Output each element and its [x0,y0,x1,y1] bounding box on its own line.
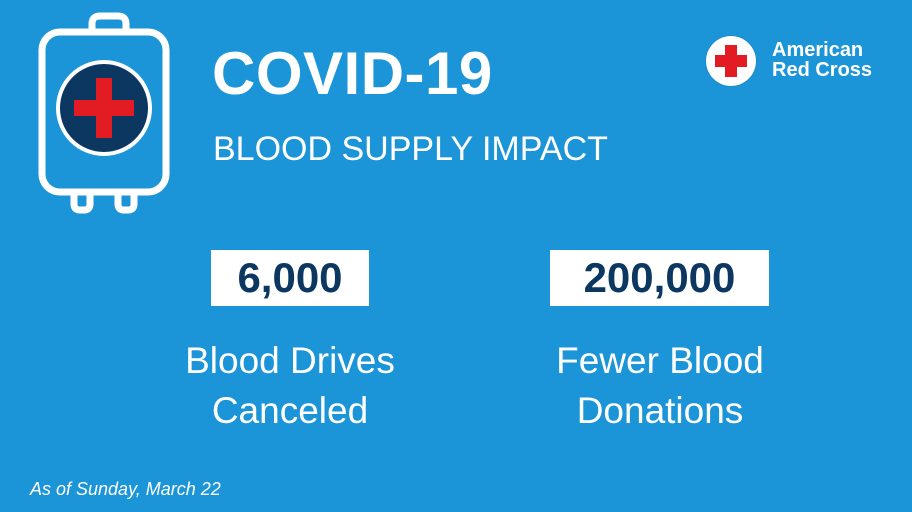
stat-caption-fewer-donations: Fewer Blood Donations [510,336,810,436]
stat-caption-blood-drives: Blood Drives Canceled [150,336,430,436]
stat-value-blood-drives: 6,000 [211,250,369,306]
logo-line-1: American [772,39,864,61]
page-subtitle: BLOOD SUPPLY IMPACT [213,130,608,168]
american-red-cross-logo: American Red Cross [706,36,886,88]
caption-line: Blood Drives [185,340,395,381]
logo-line-2: Red Cross [772,59,873,81]
caption-line: Donations [576,390,744,431]
blood-bag-icon [38,12,170,214]
logo-badge [706,36,756,86]
page-title: COVID-19 [212,40,493,107]
caption-line: Canceled [211,390,369,431]
stat-value-fewer-donations: 200,000 [550,250,769,306]
red-cross-icon [715,45,747,77]
caption-line: Fewer Blood [556,340,764,381]
logo-text: American Red Cross [772,40,872,80]
date-footnote: As of Sunday, March 22 [30,479,221,499]
